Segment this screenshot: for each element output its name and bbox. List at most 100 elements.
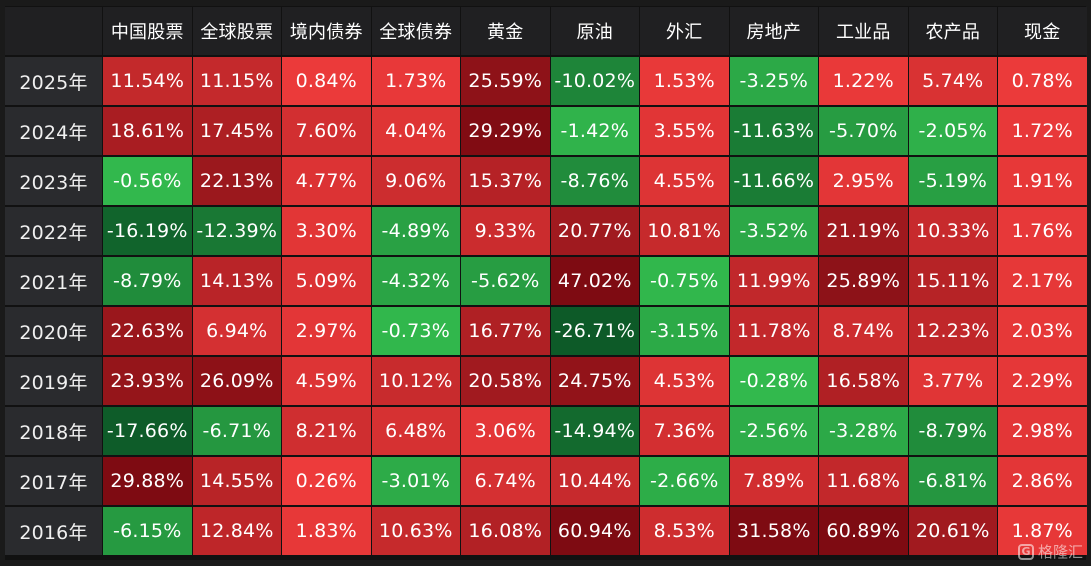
row-year-label: 2016年	[5, 507, 102, 555]
heatmap-cell: 2.98%	[998, 407, 1087, 455]
heatmap-cell: 4.59%	[282, 357, 371, 405]
heatmap-cell: 9.06%	[371, 157, 460, 205]
heatmap-cell: -11.63%	[729, 107, 818, 155]
heatmap-cell: -17.66%	[103, 407, 192, 455]
heatmap-cell: -3.52%	[729, 207, 818, 255]
heatmap-cell: 14.13%	[192, 257, 281, 305]
row-year-label: 2017年	[5, 457, 102, 505]
heatmap-cell: -2.56%	[729, 407, 818, 455]
heatmap-cell: 10.44%	[550, 457, 639, 505]
heatmap-cell: 2.86%	[998, 457, 1087, 505]
row-year-label: 2019年	[5, 357, 102, 405]
heatmap-cell: 4.53%	[640, 357, 729, 405]
heatmap-cell: 11.68%	[819, 457, 908, 505]
heatmap-cell: 11.99%	[729, 257, 818, 305]
heatmap-cell: 10.12%	[371, 357, 460, 405]
heatmap-cell: 8.74%	[819, 307, 908, 355]
heatmap-cell: 11.15%	[192, 57, 281, 105]
heatmap-cell: 7.36%	[640, 407, 729, 455]
heatmap-cell: 24.75%	[550, 357, 639, 405]
heatmap-cell: 17.45%	[192, 107, 281, 155]
heatmap-cell: 4.77%	[282, 157, 371, 205]
row-year-label: 2022年	[5, 207, 102, 255]
heatmap-cell: -6.15%	[103, 507, 192, 555]
heatmap-cell: 6.48%	[371, 407, 460, 455]
heatmap-cell: 60.89%	[819, 507, 908, 555]
heatmap-cell: 60.94%	[550, 507, 639, 555]
heatmap-cell: 2.17%	[998, 257, 1087, 305]
heatmap-cell: 29.29%	[461, 107, 550, 155]
heatmap-cell: -4.89%	[371, 207, 460, 255]
heatmap-cell: 4.04%	[371, 107, 460, 155]
table-row: 2020年 22.63% 6.94% 2.97% -0.73% 16.77% -26.71%…	[5, 306, 1088, 356]
heatmap-cell: 26.09%	[192, 357, 281, 405]
column-header: 中国股票	[103, 7, 192, 55]
heatmap-cell: 7.89%	[729, 457, 818, 505]
column-header: 现金	[998, 7, 1087, 55]
heatmap-cell: 2.97%	[282, 307, 371, 355]
heatmap-cell: -2.05%	[908, 107, 997, 155]
heatmap-cell: 22.13%	[192, 157, 281, 205]
heatmap-cell: 0.26%	[282, 457, 371, 505]
heatmap-cell: 5.74%	[908, 57, 997, 105]
heatmap-cell: -26.71%	[550, 307, 639, 355]
table-row: 2018年 -17.66% -6.71% 8.21% 6.48% 3.06% -14.94%…	[5, 406, 1088, 456]
heatmap-cell: 15.37%	[461, 157, 550, 205]
heatmap-cell: 8.21%	[282, 407, 371, 455]
heatmap-cell: 16.77%	[461, 307, 550, 355]
heatmap-cell: -2.66%	[640, 457, 729, 505]
column-header: 黄金	[461, 7, 550, 55]
table-row: 2017年 29.88% 14.55% 0.26% -3.01% 6.74% 10.44% -…	[5, 456, 1088, 506]
heatmap-cell: 3.30%	[282, 207, 371, 255]
table-row: 2021年 -8.79% 14.13% 5.09% -4.32% -5.62% 47.02%…	[5, 256, 1088, 306]
heatmap-cell: 0.78%	[998, 57, 1087, 105]
heatmap-cell: 1.72%	[998, 107, 1087, 155]
heatmap-cell: -8.76%	[550, 157, 639, 205]
heatmap-cell: 8.53%	[640, 507, 729, 555]
heatmap-cell: 22.63%	[103, 307, 192, 355]
heatmap-cell: 20.77%	[550, 207, 639, 255]
heatmap-cell: -5.62%	[461, 257, 550, 305]
heatmap-cell: -0.73%	[371, 307, 460, 355]
row-year-label: 2024年	[5, 107, 102, 155]
heatmap-cell: -0.28%	[729, 357, 818, 405]
heatmap-cell: 16.58%	[819, 357, 908, 405]
heatmap-cell: 3.06%	[461, 407, 550, 455]
heatmap-cell: 1.53%	[640, 57, 729, 105]
heatmap-cell: 20.58%	[461, 357, 550, 405]
heatmap-cell: 12.84%	[192, 507, 281, 555]
heatmap-cell: 20.61%	[908, 507, 997, 555]
corner-cell	[5, 7, 102, 55]
heatmap-cell: 1.22%	[819, 57, 908, 105]
heatmap-cell: -3.25%	[729, 57, 818, 105]
heatmap-cell: -1.42%	[550, 107, 639, 155]
column-header: 原油	[550, 7, 639, 55]
heatmap-cell: 2.03%	[998, 307, 1087, 355]
watermark-text: 格隆汇	[1037, 543, 1083, 561]
heatmap-cell: 6.94%	[192, 307, 281, 355]
heatmap-cell: 31.58%	[729, 507, 818, 555]
column-header: 工业品	[819, 7, 908, 55]
heatmap-cell: -16.19%	[103, 207, 192, 255]
heatmap-cell: 0.84%	[282, 57, 371, 105]
column-header: 外汇	[640, 7, 729, 55]
heatmap-cell: -0.56%	[103, 157, 192, 205]
header-row: 中国股票 全球股票 境内债券 全球债券 黄金 原油 外汇 房地产 工业品 农产品 现金	[5, 6, 1088, 56]
table-row: 2023年 -0.56% 22.13% 4.77% 9.06% 15.37% -8.76% 4…	[5, 156, 1088, 206]
heatmap-cell: -3.28%	[819, 407, 908, 455]
watermark-logo-icon: G	[1017, 543, 1034, 560]
row-year-label: 2020年	[5, 307, 102, 355]
heatmap-cell: 10.81%	[640, 207, 729, 255]
heatmap-cell: -4.32%	[371, 257, 460, 305]
heatmap-cell: -14.94%	[550, 407, 639, 455]
heatmap-cell: 47.02%	[550, 257, 639, 305]
heatmap-cell: 1.76%	[998, 207, 1087, 255]
heatmap-cell: -10.02%	[550, 57, 639, 105]
heatmap-cell: 1.91%	[998, 157, 1087, 205]
column-header: 全球债券	[371, 7, 460, 55]
heatmap-cell: -8.79%	[908, 407, 997, 455]
row-year-label: 2021年	[5, 257, 102, 305]
table-row: 2022年 -16.19% -12.39% 3.30% -4.89% 9.33% 20.77…	[5, 206, 1088, 256]
column-header: 全球股票	[192, 7, 281, 55]
column-header: 境内债券	[282, 7, 371, 55]
